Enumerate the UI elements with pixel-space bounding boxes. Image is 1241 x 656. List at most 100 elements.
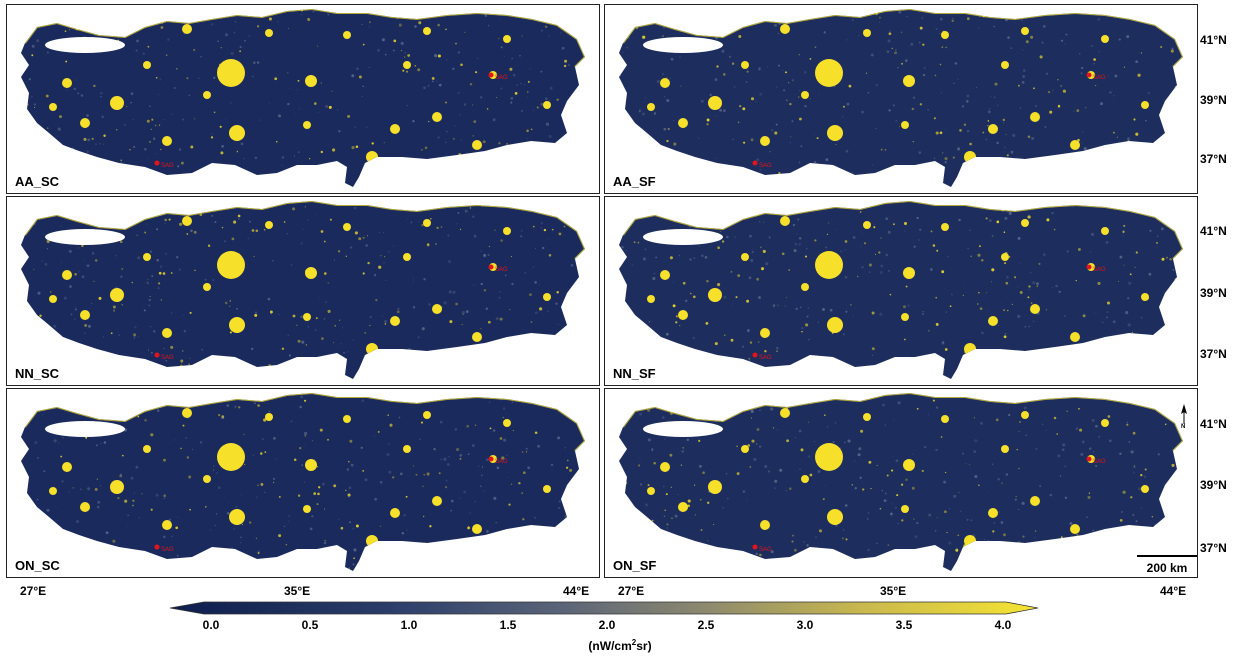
city-light-cluster <box>717 401 733 417</box>
land-area <box>619 393 1183 571</box>
map-panel-on-sf: SAG SAG ON_SF <box>604 388 1198 578</box>
north-arrow-label: N <box>1181 424 1186 430</box>
lat-label-41: 41°N <box>1200 33 1227 47</box>
city-light-cluster <box>110 288 124 302</box>
city-light-cluster <box>432 112 442 122</box>
station-marker-icon <box>154 160 160 166</box>
city-light-cluster <box>503 419 511 427</box>
lat-label-39: 39°N <box>1200 286 1227 300</box>
city-light-cluster <box>472 140 482 150</box>
city-light-cluster <box>647 103 655 111</box>
city-light-cluster <box>1030 112 1040 122</box>
station-marker-icon <box>1086 72 1092 78</box>
city-light-cluster <box>432 304 442 314</box>
panel-label: AA_SC <box>15 174 60 189</box>
colorbar-tick-label: 3.5 <box>895 618 913 632</box>
city-light-cluster <box>1001 253 1009 261</box>
city-light-cluster <box>543 101 551 109</box>
city-light-cluster <box>660 270 670 280</box>
city-light-cluster <box>162 520 172 530</box>
station-marker-label: SAG <box>1093 75 1106 81</box>
city-light-cluster <box>203 91 211 99</box>
city-light-cluster <box>80 502 90 512</box>
colorbar-unit-tail: sr) <box>636 639 652 653</box>
city-light-cluster <box>403 253 411 261</box>
colorbar-tick-label: 2.0 <box>598 618 616 632</box>
panel-label: NN_SC <box>15 366 60 381</box>
city-light-cluster <box>182 24 192 34</box>
city-light-cluster <box>217 59 245 87</box>
city-light-cluster <box>1030 496 1040 506</box>
city-light-cluster <box>964 535 976 547</box>
city-light-cluster <box>62 270 72 280</box>
lon-label-27: 27°E <box>618 584 645 598</box>
city-light-cluster <box>305 75 317 87</box>
city-light-cluster <box>903 75 915 87</box>
city-light-cluster <box>1141 101 1149 109</box>
scale-bar-label: 200 km <box>1146 561 1188 575</box>
city-light-cluster <box>863 413 871 421</box>
lon-label-44: 44°E <box>563 584 590 598</box>
city-light-cluster <box>827 317 843 333</box>
city-light-cluster <box>964 343 976 355</box>
station-marker-label: SAG <box>161 547 174 553</box>
city-light-cluster <box>265 221 273 229</box>
city-light-cluster <box>229 125 245 141</box>
city-light-cluster <box>901 121 909 129</box>
city-light-cluster <box>472 332 482 342</box>
city-light-cluster <box>815 443 843 471</box>
city-light-cluster <box>760 328 770 338</box>
scale-bar: 200 km <box>1137 555 1197 577</box>
city-light-cluster <box>303 313 311 321</box>
marmara-sea <box>643 421 723 437</box>
city-light-cluster <box>760 136 770 146</box>
city-light-cluster <box>303 505 311 513</box>
city-light-cluster <box>863 221 871 229</box>
city-light-cluster <box>390 124 400 134</box>
city-light-cluster <box>988 316 998 326</box>
station-marker-icon <box>488 72 494 78</box>
city-light-cluster <box>366 151 378 163</box>
city-light-cluster <box>780 216 790 226</box>
city-light-cluster <box>49 103 57 111</box>
city-light-cluster <box>863 29 871 37</box>
city-light-cluster <box>647 487 655 495</box>
map-panel-nn-sf: SAG SAG NN_SF <box>604 196 1198 386</box>
city-light-cluster <box>119 209 135 225</box>
scale-bar-line <box>1137 555 1197 557</box>
panel-label: AA_SF <box>613 174 656 189</box>
city-light-cluster <box>801 475 809 483</box>
city-light-cluster <box>678 118 688 128</box>
marmara-sea <box>45 37 125 53</box>
lon-label-35: 35°E <box>284 584 311 598</box>
city-light-cluster <box>678 502 688 512</box>
city-light-cluster <box>660 462 670 472</box>
city-light-cluster <box>964 151 976 163</box>
city-light-cluster <box>229 509 245 525</box>
lon-label-44: 44°E <box>1160 584 1187 598</box>
lat-label-37: 37°N <box>1200 347 1227 361</box>
city-light-cluster <box>366 343 378 355</box>
colorbar-tick-label: 4.0 <box>994 618 1012 632</box>
colorbar-unit-base: (nW/cm <box>588 639 632 653</box>
city-light-cluster <box>62 78 72 88</box>
city-light-cluster <box>941 223 949 231</box>
station-marker-label: SAG <box>759 163 772 169</box>
city-light-cluster <box>708 480 722 494</box>
lon-label-27: 27°E <box>20 584 47 598</box>
city-light-cluster <box>182 216 192 226</box>
city-light-cluster <box>1001 61 1009 69</box>
city-light-cluster <box>901 505 909 513</box>
city-light-cluster <box>423 219 431 227</box>
city-light-cluster <box>647 295 655 303</box>
station-marker-label: SAG <box>759 547 772 553</box>
colorbar-tick-label: 1.5 <box>499 618 517 632</box>
city-light-cluster <box>1021 411 1029 419</box>
city-light-cluster <box>903 459 915 471</box>
city-light-cluster <box>1101 419 1109 427</box>
marmara-sea <box>45 421 125 437</box>
station-marker-label: SAG <box>495 267 508 273</box>
city-light-cluster <box>265 413 273 421</box>
city-light-cluster <box>741 61 749 69</box>
city-light-cluster <box>49 487 57 495</box>
